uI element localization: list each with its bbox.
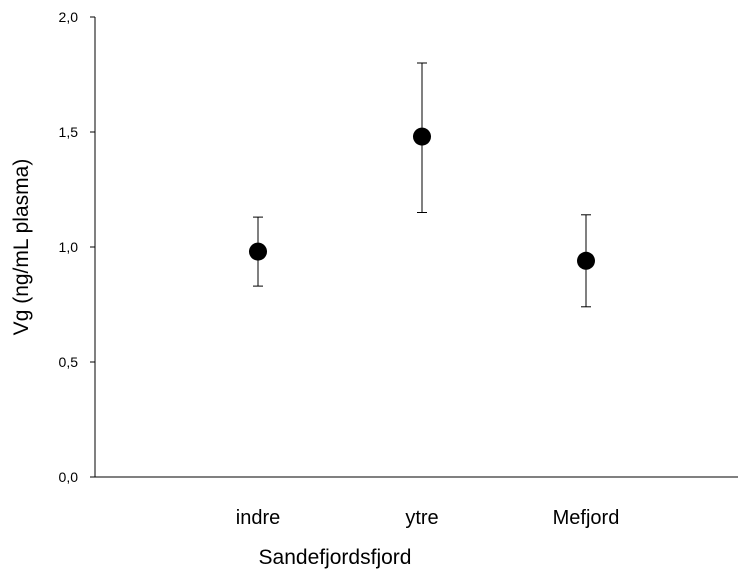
- x-axis-title: Sandefjordsfjord: [259, 546, 412, 569]
- y-tick-label: 2,0: [59, 9, 79, 25]
- x-category-label: Mefjord: [553, 507, 620, 529]
- data-point: [577, 251, 595, 270]
- data-points: [249, 127, 595, 270]
- y-axis-title: Vg (ng/mL plasma): [10, 159, 33, 336]
- y-tick-label: 1,5: [59, 124, 79, 140]
- y-axis: 0,0 0,5 1,0 1,5 2,0: [59, 9, 96, 485]
- y-tick-label: 0,0: [59, 469, 79, 485]
- y-tick-label: 1,0: [59, 239, 79, 255]
- y-tick-label: 0,5: [59, 354, 79, 370]
- x-category-label: ytre: [405, 507, 438, 529]
- x-axis: indre ytre Mefjord: [95, 476, 738, 529]
- x-category-label: indre: [236, 507, 280, 529]
- error-bars: [253, 62, 591, 308]
- data-point: [413, 127, 431, 146]
- data-point: [249, 242, 267, 261]
